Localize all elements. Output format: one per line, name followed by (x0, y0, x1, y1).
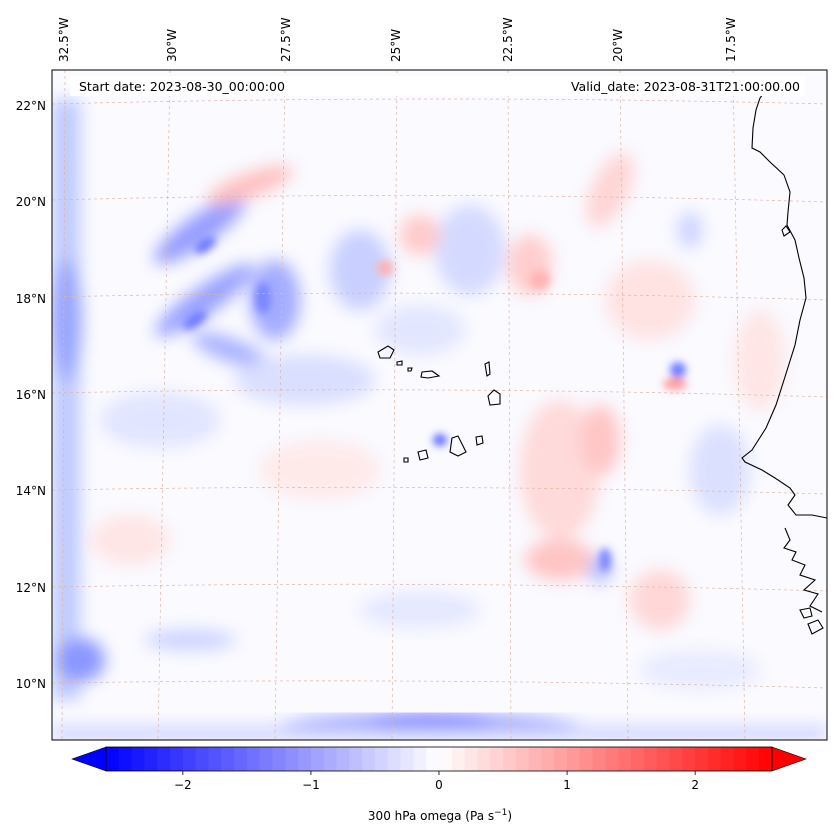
lat-tick-label: 10°N (16, 677, 46, 691)
colorbar-segment (336, 747, 350, 771)
colorbar-segment (682, 747, 696, 771)
lat-tick-label: 20°N (16, 195, 46, 209)
colorbar-segment (618, 747, 632, 771)
colorbar-segment (515, 747, 530, 771)
colorbar-segment (503, 747, 517, 771)
colorbar-segment (759, 747, 773, 771)
map-panel: Start date: 2023-08-30_00:00:00 Valid_da… (51, 69, 828, 741)
colorbar-ticks: −2 −1 0 1 2 (174, 771, 699, 792)
colorbar-max-extend-arrow (771, 746, 807, 772)
colorbar-segment (426, 747, 440, 771)
colorbar-segment (170, 747, 184, 771)
omega-field (52, 100, 827, 740)
cape-verde-islands (377, 345, 501, 463)
colorbar-segments (106, 747, 773, 771)
colorbar-segment (669, 747, 683, 771)
colorbar-segment (208, 747, 222, 771)
colorbar-segment (323, 747, 338, 771)
colorbar-segment (528, 747, 543, 771)
lon-tick-label: 30°W (165, 29, 179, 62)
colorbar-segment (643, 747, 658, 771)
latitude-ticks: 22°N 20°N 18°N 16°N 14°N 12°N 10°N (16, 99, 46, 691)
colorbar-segment (733, 747, 747, 771)
africa-coastline (741, 84, 827, 519)
colorbar-tick-label: −2 (174, 778, 192, 792)
map-frame (51, 69, 828, 741)
colorbar-segment (285, 747, 299, 771)
colorbar-segment (439, 747, 453, 771)
colorbar-segment (362, 747, 376, 771)
lon-tick-label: 20°W (611, 29, 625, 62)
colorbar-segment (707, 747, 722, 771)
colorbar-segment (477, 747, 491, 771)
colorbar-tick-label: 2 (691, 778, 699, 792)
colorbar-segment (246, 747, 261, 771)
colorbar-label: 300 hPa omega (Pa s−1) (368, 808, 512, 823)
colorbar-segment (259, 747, 274, 771)
colorbar-tick-label: −1 (302, 778, 320, 792)
lon-tick-label: 32.5°W (57, 17, 71, 62)
colorbar-segment (631, 747, 645, 771)
colorbar-segment (656, 747, 671, 771)
colorbar-segment (272, 747, 286, 771)
colorbar-tick-label: 0 (435, 778, 443, 792)
lon-tick-label: 17.5°W (724, 17, 738, 62)
colorbar-segment (131, 747, 146, 771)
lon-tick-label: 25°W (389, 29, 403, 62)
colorbar-segment (541, 747, 555, 771)
colorbar-segment (310, 747, 325, 771)
lat-tick-label: 22°N (16, 99, 46, 113)
colorbar-segment (349, 747, 363, 771)
colorbar-segment (374, 747, 389, 771)
longitude-ticks: 32.5°W 30°W 27.5°W 25°W 22.5°W 20°W 17.5… (57, 17, 738, 62)
lat-tick-label: 18°N (16, 292, 46, 306)
colorbar-segment (195, 747, 210, 771)
colorbar-segment (234, 747, 248, 771)
colorbar-segment (592, 747, 607, 771)
colorbar-segment (118, 747, 133, 771)
lon-tick-label: 22.5°W (501, 17, 515, 62)
colorbar-segment (106, 747, 120, 771)
colorbar-segment (554, 747, 568, 771)
graticule (52, 70, 827, 740)
colorbar-segment (157, 747, 171, 771)
lat-tick-label: 16°N (16, 388, 46, 402)
colorbar-segment (567, 747, 581, 771)
colorbar-segment (387, 747, 402, 771)
colorbar-segment (695, 747, 709, 771)
lat-tick-label: 14°N (16, 484, 46, 498)
colorbar-min-extend-arrow (71, 746, 107, 772)
colorbar-tick-label: 1 (563, 778, 571, 792)
valid-date-label: Valid_date: 2023-08-31T21:00:00.00 (571, 79, 800, 94)
colorbar-segment (413, 747, 427, 771)
colorbar-segment (144, 747, 158, 771)
colorbar-segment (605, 747, 619, 771)
colorbar-segment (298, 747, 312, 771)
colorbar-segment (464, 747, 479, 771)
lat-tick-label: 12°N (16, 581, 46, 595)
colorbar-segment (400, 747, 414, 771)
annotation-band (70, 76, 805, 96)
colorbar-segment (579, 747, 594, 771)
colorbar-segment (221, 747, 235, 771)
start-date-label: Start date: 2023-08-30_00:00:00 (79, 79, 285, 94)
colorbar-segment (451, 747, 466, 771)
colorbar-segment (746, 747, 760, 771)
coastlines (377, 84, 827, 635)
colorbar: −2 −1 0 1 2 300 hPa omega (Pa s−1) (71, 746, 807, 823)
colorbar-segment (720, 747, 735, 771)
colorbar-segment (490, 747, 504, 771)
lon-tick-label: 27.5°W (279, 17, 293, 62)
colorbar-segment (182, 747, 197, 771)
